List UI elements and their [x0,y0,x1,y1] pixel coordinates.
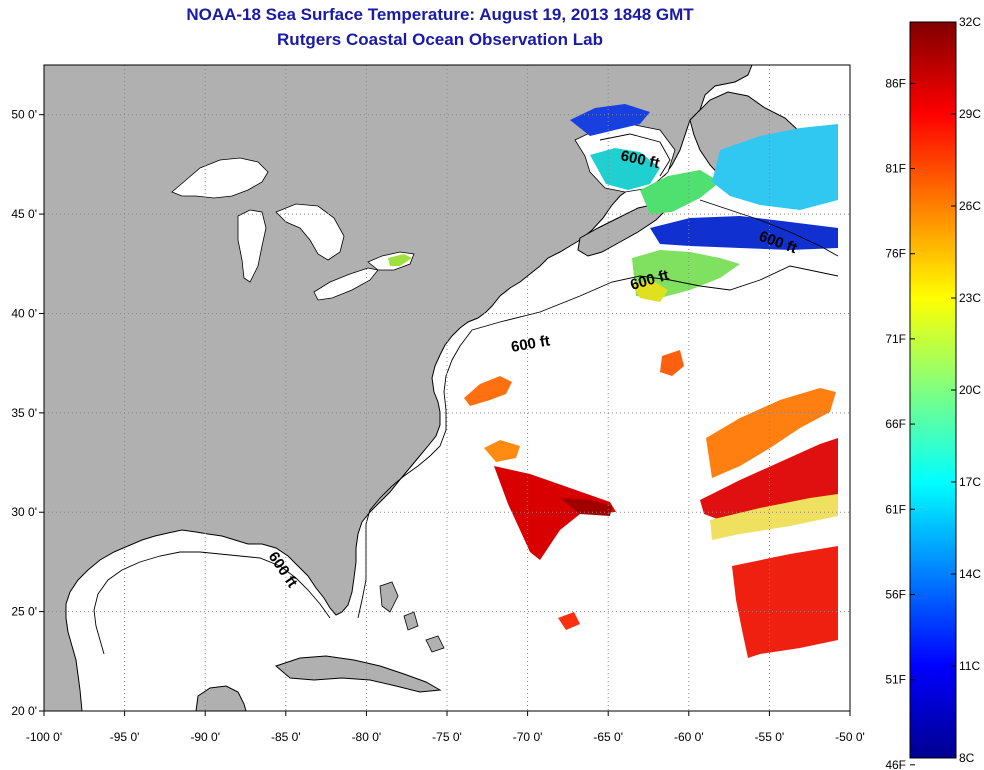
y-tick-label: 30 0' [11,505,37,519]
title-line-1: NOAA-18 Sea Surface Temperature: August … [186,5,694,24]
sst-southeast-red [732,546,838,658]
sst-stripes-yellow [710,494,838,540]
x-tick-label: -85 0' [271,730,301,744]
sst-midatlantic-orange [464,376,512,406]
sst-grand-banks-blue [650,216,838,250]
colorbar-celsius-label: 26C [959,199,981,213]
isobath-east-coast [357,265,839,619]
x-tick-label: -95 0' [110,730,140,744]
land-nova-scotia [577,203,667,257]
lake-michigan [237,209,267,283]
land-cuba [275,655,442,693]
sst-northeast-orange [706,388,836,478]
isobath-grand-banks [699,199,839,257]
colorbar-fahrenheit-label: 71F [885,332,906,346]
latitude-axis: 50 0' 45 0' 40 0' 35 0' 30 0' 25 0' 20 0' [11,108,44,718]
land-bahamas [379,581,445,653]
isobath-gulf [93,551,331,655]
x-tick-label: -50 0' [835,730,865,744]
isobaths [93,133,839,655]
colorbar-ticks: 32C 29C 26C 23C 20C 17C 14C 11C 8C 86F 81F 76F 71F 66… [885,15,981,770]
y-tick-label: 25 0' [11,605,37,619]
land-yucatan [195,685,247,712]
isobath-label-mid-atlantic: 600 ft [510,332,552,356]
colorbar-celsius-label: 11C [959,659,980,673]
colorbar-celsius-label: 32C [959,15,981,29]
x-tick-label: -70 0' [513,730,543,744]
x-tick-label: -100 0' [26,730,62,744]
sst-offshore-red-small [558,612,580,630]
colorbar-celsius-label: 20C [959,383,981,397]
sst-newfoundland-cyan [712,124,838,210]
colorbar-fahrenheit-label: 76F [885,247,906,261]
colorbar-celsius-label: 8C [959,751,975,765]
sst-georges-yellow [632,280,668,302]
lake-ontario-sst [388,254,412,266]
sst-sargasso-dark [560,498,612,516]
map-plot-area: 600 ft 600 ft 600 ft 600 ft 600 ft [43,64,851,712]
y-tick-label: 50 0' [11,108,37,122]
lake-huron [275,203,345,261]
colorbar-fahrenheit-label: 86F [885,76,906,90]
y-tick-label: 20 0' [11,704,37,718]
colorbar-celsius-label: 29C [959,107,981,121]
sst-sargasso-red [494,466,616,560]
isobath-gulf-st-lawrence [599,133,671,177]
sst-st-lawrence-cyan [590,148,660,190]
x-tick-label: -55 0' [755,730,785,744]
colorbar: 32C 29C 26C 23C 20C 17C 14C 11C 8C 86F 81F 76F 71F 66… [885,15,981,770]
colorbar-celsius-label: 14C [959,567,981,581]
colorbar-fahrenheit-label: 46F [885,758,906,770]
x-tick-label: -90 0' [190,730,220,744]
sst-carolinas-orange [484,440,520,462]
colorbar-fahrenheit-label: 66F [885,417,906,431]
title-line-2: Rutgers Coastal Ocean Observation Lab [277,30,603,49]
sst-gulf-green [640,170,720,214]
sst-labrador-blue [570,104,650,136]
longitude-axis: -100 0' -95 0' -90 0' -85 0' -80 0' -75 0' -70… [26,711,865,744]
sst-offshore-orange-1 [660,350,684,376]
land-north-america [43,64,753,712]
y-tick-label: 40 0' [11,306,37,320]
colorbar-fahrenheit-label: 61F [885,502,906,516]
x-tick-label: -60 0' [674,730,704,744]
x-tick-label: -75 0' [432,730,462,744]
sst-patches [464,104,838,658]
colorbar-fahrenheit-label: 56F [885,587,906,601]
x-tick-label: -80 0' [352,730,382,744]
colorbar-fahrenheit-label: 81F [885,162,906,176]
colorbar-gradient [909,21,957,759]
colorbar-fahrenheit-label: 51F [885,673,906,687]
y-tick-label: 45 0' [11,207,37,221]
y-tick-label: 35 0' [11,406,37,420]
x-tick-label: -65 0' [593,730,623,744]
lake-erie [313,267,379,301]
lake-superior [171,157,269,199]
colorbar-celsius-label: 17C [959,475,981,489]
colorbar-celsius-label: 23C [959,291,981,305]
